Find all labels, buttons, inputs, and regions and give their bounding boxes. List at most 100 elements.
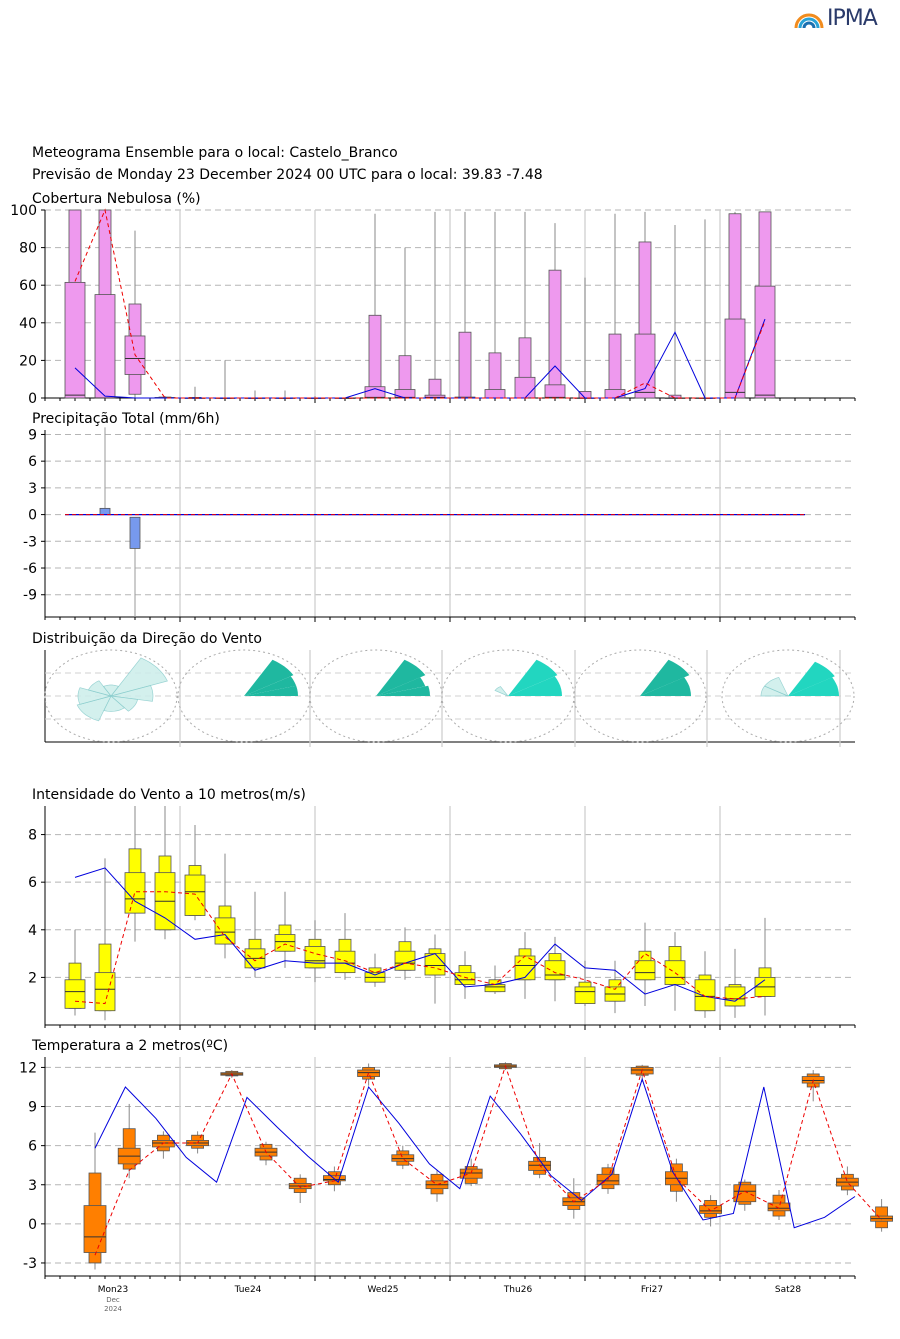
- wind-speed-inner-box: [64, 979, 86, 1009]
- y-tick-label: 0: [28, 1217, 37, 1233]
- y-tick-label: 40: [19, 316, 37, 332]
- y-tick-label: 3: [28, 1178, 37, 1194]
- cloud-cover-inner-box: [754, 285, 776, 399]
- cloud-cover-outer-box: [578, 391, 592, 399]
- cloud-cover-box: [454, 211, 476, 399]
- wind-control-line: [74, 867, 766, 1002]
- wind-speed-box: [514, 932, 536, 999]
- cloud-cover-inner-box: [544, 384, 566, 399]
- wind-speed-box: [634, 922, 656, 1006]
- y-tick-label: 3: [28, 481, 37, 497]
- header-forecast-line: Previsão de Monday 23 December 2024 00 U…: [32, 167, 543, 183]
- wind-rose-circle: [177, 649, 311, 743]
- wind-speed-inner-box: [334, 950, 356, 974]
- wind-speed-inner-box: [184, 874, 206, 916]
- wind-speed-box: [724, 948, 746, 1018]
- y-tick-label: 6: [28, 875, 37, 891]
- y-tick-label: -6: [23, 561, 37, 577]
- cloud-cover-inner-box: [724, 318, 746, 399]
- cloud-mean-line: [74, 208, 766, 399]
- y-tick-label: 6: [28, 1139, 37, 1155]
- wind-speed-inner-box: [544, 960, 566, 981]
- cloud-cover-inner-box: [364, 386, 386, 399]
- temperature-control-line: [94, 1077, 856, 1229]
- wind-rose-sector: [764, 676, 789, 697]
- cloud-cover-box: [724, 211, 746, 399]
- cloud-cover-outer-box: [368, 314, 382, 399]
- wind-speed-box: [394, 927, 416, 980]
- cloud-cover-inner-box: [64, 281, 86, 399]
- wind-speed-inner-box: [694, 979, 716, 1012]
- cloud-cover-box: [544, 223, 566, 399]
- temperature-box: [699, 1195, 722, 1227]
- cloud-cover-inner-box: [634, 333, 656, 399]
- precip-box: [99, 507, 111, 515]
- y-tick-label: 9: [28, 427, 37, 443]
- cloud-cover-outer-box: [458, 331, 472, 399]
- precipitation-chart-title: Precipitação Total (mm/6h): [32, 411, 220, 427]
- cloud-cover-outer-box: [548, 269, 562, 399]
- temperature-box: [151, 1131, 175, 1159]
- wind-mean-line: [74, 891, 766, 1005]
- temperature-box: [288, 1174, 312, 1203]
- cloud-cover-box: [244, 390, 266, 399]
- wind-speed-inner-box: [94, 972, 116, 1012]
- temperature-box: [357, 1063, 381, 1086]
- cloud-cover-inner-box: [94, 294, 116, 399]
- cloud-cover-box: [664, 225, 686, 399]
- wind-speed-box: [664, 932, 686, 1011]
- wind-rose-sector: [244, 676, 297, 696]
- temperature-box: [767, 1189, 791, 1220]
- ipma-logo: IPMA: [793, 6, 883, 32]
- temperature-mean-line: [94, 1064, 882, 1256]
- wind-speed-box: [124, 806, 146, 942]
- wind-rose-sector: [244, 659, 294, 696]
- wind-speed-box: [334, 913, 356, 980]
- wind-rose-circle: [309, 649, 443, 743]
- precipitation-chart: Precipitação Total (mm/6h) -9 -6 -3 0 3 6 9: [23, 411, 856, 622]
- wind-speed-box: [754, 917, 776, 1016]
- wind-rose-sector: [640, 659, 690, 696]
- y-tick-label: 8: [28, 828, 37, 844]
- wind-speed-inner-box: [304, 946, 326, 969]
- wind-speed-box: [574, 960, 596, 1006]
- day-label: Thu26: [503, 1285, 533, 1295]
- day-label: Tue24: [234, 1285, 262, 1295]
- cloud-cover-box: [484, 211, 506, 399]
- wind-rose-circle: [573, 649, 707, 743]
- day-sub-label: Dec: [106, 1296, 120, 1304]
- temperature-chart-title: Temperatura a 2 metros(ºC): [31, 1038, 228, 1054]
- wind-direction-chart: Distribuição da Direção do Vento: [32, 631, 855, 747]
- wind-speed-inner-box: [214, 917, 236, 945]
- wind-rose-sector: [376, 659, 426, 696]
- y-tick-label: 80: [19, 241, 37, 257]
- wind-direction-title: Distribuição da Direção do Vento: [32, 631, 262, 647]
- temperature-box: [870, 1199, 893, 1232]
- y-tick-label: 2: [28, 970, 37, 986]
- temperature-inner-box: [151, 1140, 175, 1148]
- ipma-logo-icon: [794, 13, 824, 29]
- wind-rose-sector: [376, 685, 430, 696]
- y-tick-label: 60: [19, 278, 37, 294]
- wind-rose-circle: [721, 649, 855, 743]
- temperature-box: [391, 1145, 415, 1170]
- cloud-cover-box: [274, 390, 296, 399]
- wind-speed-inner-box: [634, 960, 656, 981]
- temperature-box: [83, 1132, 107, 1270]
- wind-speed-box: [604, 960, 626, 1014]
- temperature-inner-box: [391, 1154, 415, 1162]
- day-label: Fri27: [641, 1285, 663, 1295]
- cloud-cover-box: [64, 209, 86, 399]
- cloud-cover-inner-box: [394, 389, 416, 399]
- y-tick-label: -3: [23, 534, 37, 550]
- y-tick-label: 6: [28, 454, 37, 470]
- cloud-cover-outer-box: [608, 333, 622, 399]
- temperature-box: [665, 1158, 688, 1202]
- wind-speed-inner-box: [274, 934, 296, 952]
- wind-speed-box: [694, 951, 716, 1018]
- cloud-cover-inner-box: [604, 389, 626, 399]
- wind-speed-inner-box: [484, 984, 506, 993]
- cloud-cover-box: [574, 277, 596, 399]
